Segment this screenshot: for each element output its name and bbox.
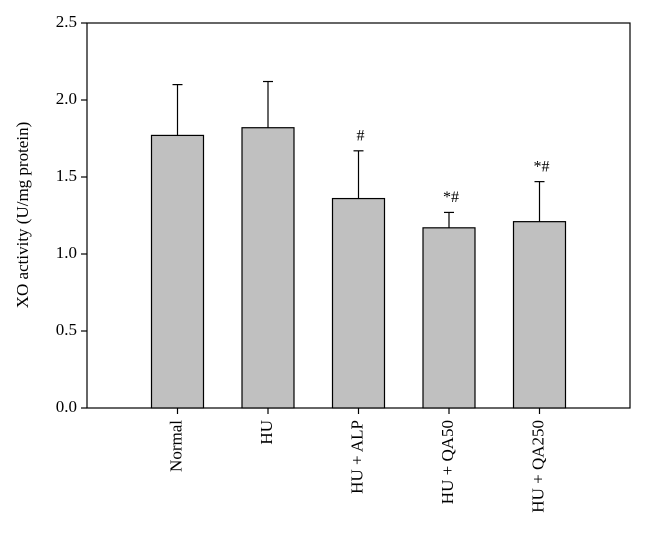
significance-mark: # [357, 127, 365, 144]
error-bar [263, 80, 273, 128]
bar [422, 227, 476, 409]
x-tick-label: HU + QA50 [438, 420, 457, 504]
error-bar [444, 211, 454, 228]
y-axis-label: XO activity (U/mg protein) [13, 122, 32, 309]
x-tick-label: HU + QA250 [528, 420, 547, 513]
error-bar [353, 150, 364, 199]
y-tick-label: 1.0 [56, 243, 77, 262]
bar [331, 197, 386, 409]
error-bar [534, 181, 545, 222]
y-tick-label: 0.0 [56, 397, 77, 416]
error-bar [172, 83, 183, 136]
y-tick-label: 2.5 [56, 12, 77, 31]
y-tick-label: 0.5 [56, 320, 77, 339]
x-tick-label: HU + ALP [347, 420, 366, 494]
bar [150, 134, 205, 409]
significance-mark: *# [534, 158, 550, 175]
x-tick-label: HU [257, 420, 276, 445]
x-tick-label: Normal [166, 420, 185, 472]
y-tick-label: 1.5 [56, 166, 77, 185]
bar [241, 127, 295, 409]
significance-mark: *# [443, 189, 459, 206]
y-tick-label: 2.0 [56, 89, 77, 108]
bar [512, 221, 567, 409]
